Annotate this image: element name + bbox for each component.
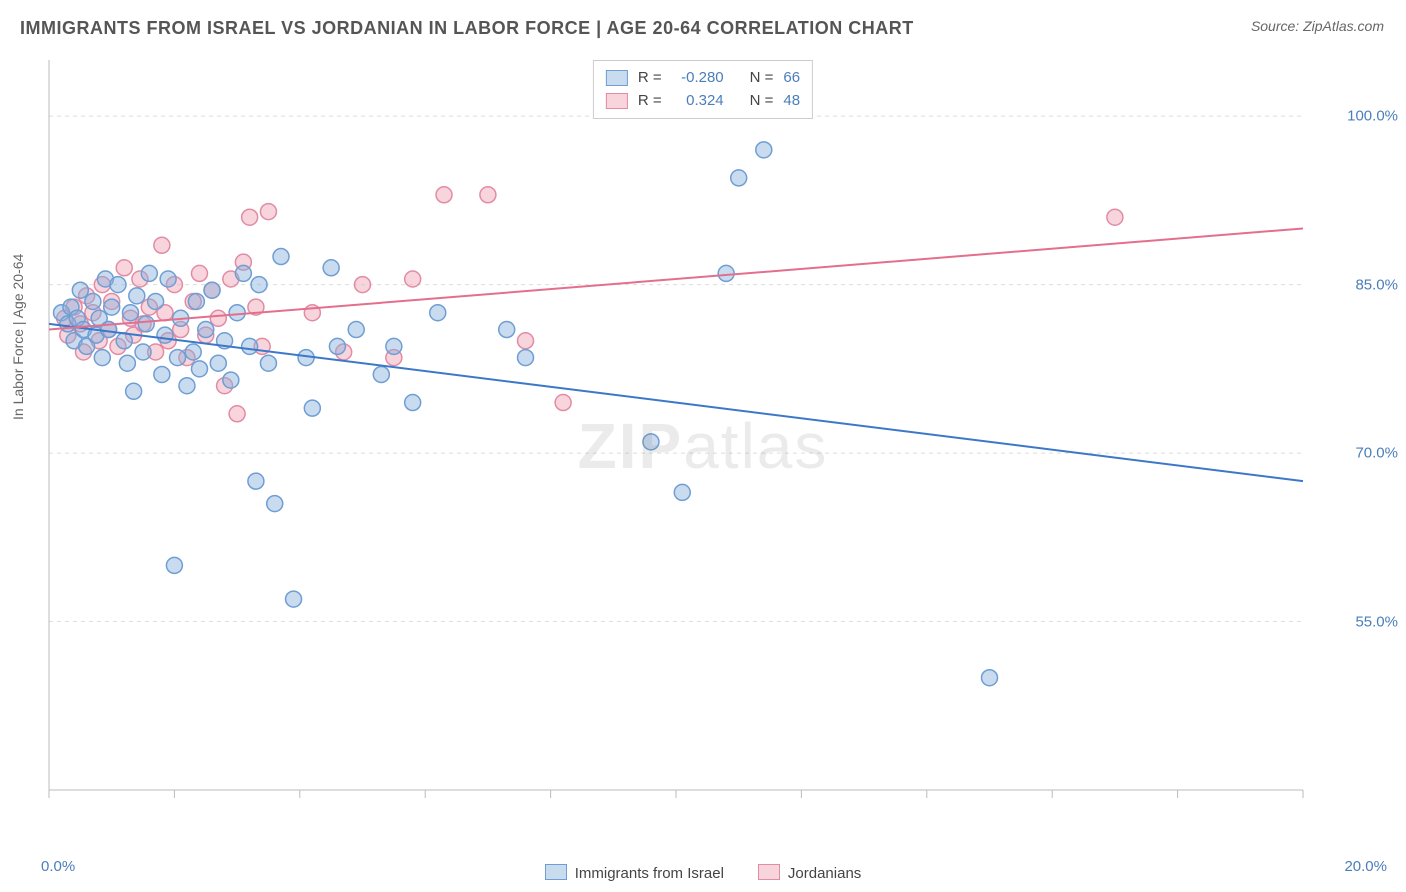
data-point: [160, 271, 176, 287]
data-point: [1107, 209, 1123, 225]
data-point: [110, 277, 126, 293]
data-point: [480, 187, 496, 203]
data-point: [273, 249, 289, 265]
stats-row: R = -0.280 N = 66: [606, 67, 800, 90]
data-point: [242, 338, 258, 354]
y-tick-label: 100.0%: [1347, 108, 1398, 125]
legend-label: Jordanians: [788, 865, 861, 882]
data-point: [116, 333, 132, 349]
data-point: [982, 670, 998, 686]
data-point: [286, 591, 302, 607]
data-point: [267, 496, 283, 512]
data-point: [373, 366, 389, 382]
data-point: [170, 350, 186, 366]
data-point: [138, 316, 154, 332]
data-point: [148, 293, 164, 309]
chart-title: IMMIGRANTS FROM ISRAEL VS JORDANIAN IN L…: [20, 18, 914, 39]
stats-N-label: N =: [750, 90, 774, 113]
legend-swatch: [545, 864, 567, 880]
data-point: [198, 322, 214, 338]
data-point: [223, 372, 239, 388]
stats-N-value: 66: [783, 67, 800, 90]
data-point: [674, 484, 690, 500]
data-point: [210, 355, 226, 371]
trend-line: [49, 324, 1303, 481]
data-point: [104, 299, 120, 315]
data-point: [518, 350, 534, 366]
data-point: [119, 355, 135, 371]
data-point: [154, 237, 170, 253]
stats-R-value: -0.280: [672, 67, 724, 90]
legend-swatch: [758, 864, 780, 880]
data-point: [242, 209, 258, 225]
y-tick-label: 70.0%: [1355, 445, 1398, 462]
data-point: [141, 265, 157, 281]
data-point: [126, 383, 142, 399]
data-point: [123, 305, 139, 321]
data-point: [229, 406, 245, 422]
source-name: ZipAtlas.com: [1303, 18, 1384, 34]
stats-R-label: R =: [638, 67, 662, 90]
stats-R-value: 0.324: [672, 90, 724, 113]
scatter-chart: [45, 50, 1383, 820]
data-point: [229, 305, 245, 321]
data-point: [323, 260, 339, 276]
data-point: [166, 557, 182, 573]
data-point: [85, 293, 101, 309]
stats-N-label: N =: [750, 67, 774, 90]
legend-bottom: Immigrants from Israel Jordanians: [0, 858, 1406, 888]
y-axis-label: In Labor Force | Age 20-64: [10, 254, 26, 420]
data-point: [235, 265, 251, 281]
data-point: [135, 344, 151, 360]
data-point: [405, 271, 421, 287]
data-point: [436, 187, 452, 203]
y-tick-label: 85.0%: [1355, 276, 1398, 293]
data-point: [94, 350, 110, 366]
data-point: [405, 395, 421, 411]
data-point: [304, 400, 320, 416]
data-point: [248, 473, 264, 489]
data-point: [499, 322, 515, 338]
data-point: [191, 265, 207, 281]
data-point: [348, 322, 364, 338]
data-point: [555, 395, 571, 411]
data-point: [329, 338, 345, 354]
data-point: [154, 366, 170, 382]
data-point: [129, 288, 145, 304]
data-point: [430, 305, 446, 321]
data-point: [157, 327, 173, 343]
source-credit: Source: ZipAtlas.com: [1251, 18, 1384, 34]
y-tick-label: 55.0%: [1355, 613, 1398, 630]
stats-N-value: 48: [783, 90, 800, 113]
data-point: [179, 378, 195, 394]
data-point: [260, 204, 276, 220]
correlation-stats-box: R = -0.280 N = 66 R = 0.324 N = 48: [593, 60, 813, 119]
data-point: [718, 265, 734, 281]
data-point: [116, 260, 132, 276]
data-point: [204, 282, 220, 298]
data-point: [643, 434, 659, 450]
data-point: [251, 277, 267, 293]
data-point: [210, 310, 226, 326]
plot-area: [45, 50, 1383, 820]
stats-swatch: [606, 93, 628, 109]
source-label: Source:: [1251, 18, 1303, 34]
legend-item: Immigrants from Israel: [545, 864, 724, 882]
data-point: [355, 277, 371, 293]
legend-item: Jordanians: [758, 864, 861, 882]
data-point: [188, 293, 204, 309]
stats-R-label: R =: [638, 90, 662, 113]
data-point: [756, 142, 772, 158]
data-point: [260, 355, 276, 371]
stats-swatch: [606, 70, 628, 86]
data-point: [191, 361, 207, 377]
data-point: [185, 344, 201, 360]
legend-label: Immigrants from Israel: [575, 865, 724, 882]
stats-row: R = 0.324 N = 48: [606, 90, 800, 113]
data-point: [386, 338, 402, 354]
data-point: [72, 282, 88, 298]
data-point: [731, 170, 747, 186]
data-point: [518, 333, 534, 349]
